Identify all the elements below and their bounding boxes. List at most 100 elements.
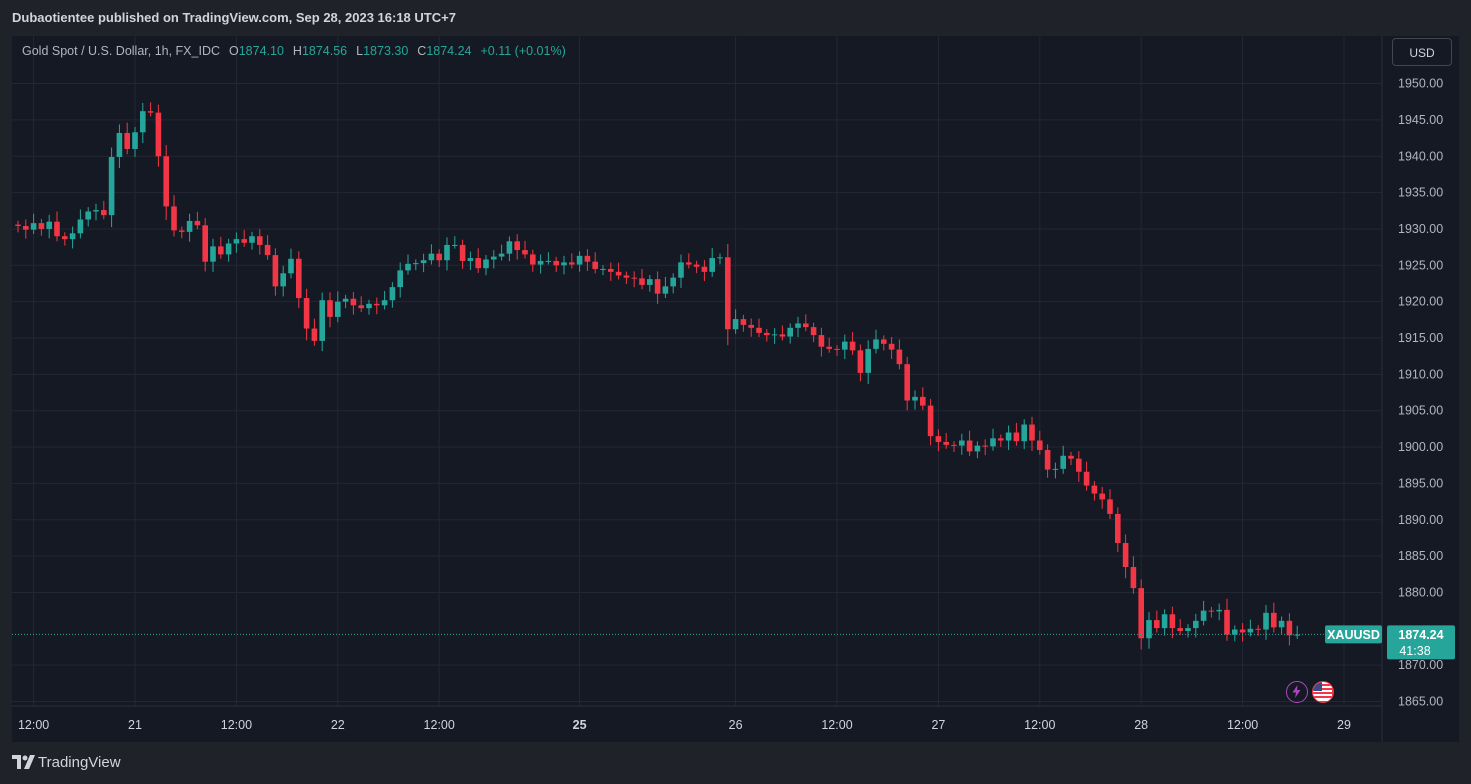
- candle-body[interactable]: [1130, 567, 1137, 589]
- candle-body[interactable]: [366, 303, 372, 309]
- candle-body[interactable]: [545, 260, 552, 262]
- candle-body[interactable]: [709, 258, 715, 272]
- candle-body[interactable]: [857, 350, 864, 373]
- candle-body[interactable]: [623, 275, 630, 278]
- candle-body[interactable]: [467, 258, 474, 261]
- lightning-icon[interactable]: [1286, 681, 1308, 703]
- candle-body[interactable]: [38, 223, 45, 229]
- candle-body[interactable]: [951, 444, 957, 446]
- candle-body[interactable]: [943, 441, 949, 445]
- candle-body[interactable]: [904, 364, 910, 401]
- candle-body[interactable]: [428, 253, 435, 261]
- candle-body[interactable]: [1122, 543, 1129, 568]
- us-flag-icon[interactable]: [1312, 681, 1334, 703]
- candle-body[interactable]: [218, 246, 224, 255]
- candle-body[interactable]: [927, 405, 934, 437]
- candle-body[interactable]: [101, 210, 107, 216]
- candle-body[interactable]: [210, 246, 216, 262]
- candle-body[interactable]: [1255, 628, 1261, 630]
- candle-body[interactable]: [553, 260, 559, 266]
- candle-body[interactable]: [1216, 609, 1222, 612]
- candle-body[interactable]: [1037, 440, 1043, 450]
- candle-body[interactable]: [1083, 471, 1090, 486]
- candle-body[interactable]: [865, 348, 871, 373]
- candle-body[interactable]: [803, 323, 809, 328]
- candle-body[interactable]: [873, 339, 879, 349]
- candle-body[interactable]: [662, 286, 669, 294]
- candle-body[interactable]: [1154, 620, 1160, 629]
- candle-body[interactable]: [576, 255, 583, 265]
- candle-body[interactable]: [530, 254, 536, 265]
- candle-body[interactable]: [1239, 629, 1246, 633]
- candle-body[interactable]: [1005, 432, 1012, 441]
- candle-body[interactable]: [1247, 628, 1254, 633]
- price-chart[interactable]: 1950.00 1945.00 1940.00 1935.00 1930.00 1925.…: [12, 36, 1459, 742]
- candle-body[interactable]: [1263, 612, 1269, 630]
- candle-body[interactable]: [998, 438, 1004, 441]
- candle-body[interactable]: [935, 436, 942, 442]
- candle-body[interactable]: [748, 324, 754, 328]
- candle-body[interactable]: [1138, 588, 1144, 639]
- candle-body[interactable]: [881, 339, 887, 344]
- candle-body[interactable]: [389, 287, 396, 301]
- candle-body[interactable]: [615, 271, 622, 276]
- candle-body[interactable]: [693, 264, 700, 267]
- candle-body[interactable]: [654, 279, 661, 294]
- candle-body[interactable]: [452, 244, 458, 246]
- candle-body[interactable]: [506, 241, 513, 254]
- candle-body[interactable]: [194, 220, 201, 226]
- candle-body[interactable]: [1068, 455, 1074, 459]
- candle-body[interactable]: [498, 253, 505, 257]
- candle-body[interactable]: [810, 327, 817, 336]
- candle-body[interactable]: [1161, 614, 1168, 629]
- candle-body[interactable]: [912, 396, 918, 401]
- candle-body[interactable]: [725, 257, 731, 330]
- candle-body[interactable]: [826, 346, 832, 349]
- candle-body[interactable]: [23, 226, 29, 230]
- candle-body[interactable]: [225, 243, 232, 255]
- candle-body[interactable]: [483, 259, 489, 269]
- candle-body[interactable]: [1052, 468, 1059, 470]
- candle-body[interactable]: [982, 445, 988, 447]
- candle-body[interactable]: [179, 230, 185, 232]
- candle-body[interactable]: [397, 270, 403, 288]
- candle-body[interactable]: [163, 156, 169, 207]
- candle-body[interactable]: [990, 438, 996, 447]
- candle-body[interactable]: [171, 206, 177, 231]
- candle-body[interactable]: [342, 298, 349, 302]
- candle-body[interactable]: [132, 132, 138, 149]
- candle-body[interactable]: [888, 343, 895, 350]
- candle-body[interactable]: [834, 348, 840, 350]
- candle-body[interactable]: [1193, 620, 1199, 629]
- candle-body[interactable]: [140, 111, 146, 133]
- candle-body[interactable]: [678, 262, 684, 278]
- candle-body[interactable]: [1099, 493, 1105, 500]
- candle-body[interactable]: [1200, 610, 1207, 621]
- candle-body[interactable]: [381, 300, 388, 306]
- candle-body[interactable]: [233, 239, 240, 244]
- candle-body[interactable]: [756, 327, 762, 333]
- candle-body[interactable]: [257, 236, 263, 245]
- candle-body[interactable]: [584, 255, 591, 262]
- candle-body[interactable]: [1169, 614, 1176, 629]
- candle-body[interactable]: [420, 260, 427, 264]
- candle-body[interactable]: [155, 112, 162, 157]
- candle-body[interactable]: [335, 301, 341, 317]
- candle-body[interactable]: [779, 334, 786, 337]
- candle-body[interactable]: [491, 256, 497, 260]
- candle-body[interactable]: [1115, 513, 1121, 544]
- candle-body[interactable]: [264, 244, 271, 256]
- candle-body[interactable]: [147, 111, 154, 113]
- candle-body[interactable]: [732, 319, 739, 330]
- candle-body[interactable]: [54, 221, 60, 237]
- candle-body[interactable]: [1107, 499, 1113, 514]
- candle-body[interactable]: [670, 277, 676, 287]
- candle-body[interactable]: [631, 277, 637, 279]
- candle-body[interactable]: [202, 225, 208, 262]
- candle-body[interactable]: [93, 210, 99, 212]
- candle-body[interactable]: [280, 273, 286, 287]
- candle-body[interactable]: [1294, 634, 1300, 636]
- candle-body[interactable]: [124, 132, 130, 149]
- candle-body[interactable]: [444, 244, 450, 261]
- candle-body[interactable]: [1044, 449, 1051, 470]
